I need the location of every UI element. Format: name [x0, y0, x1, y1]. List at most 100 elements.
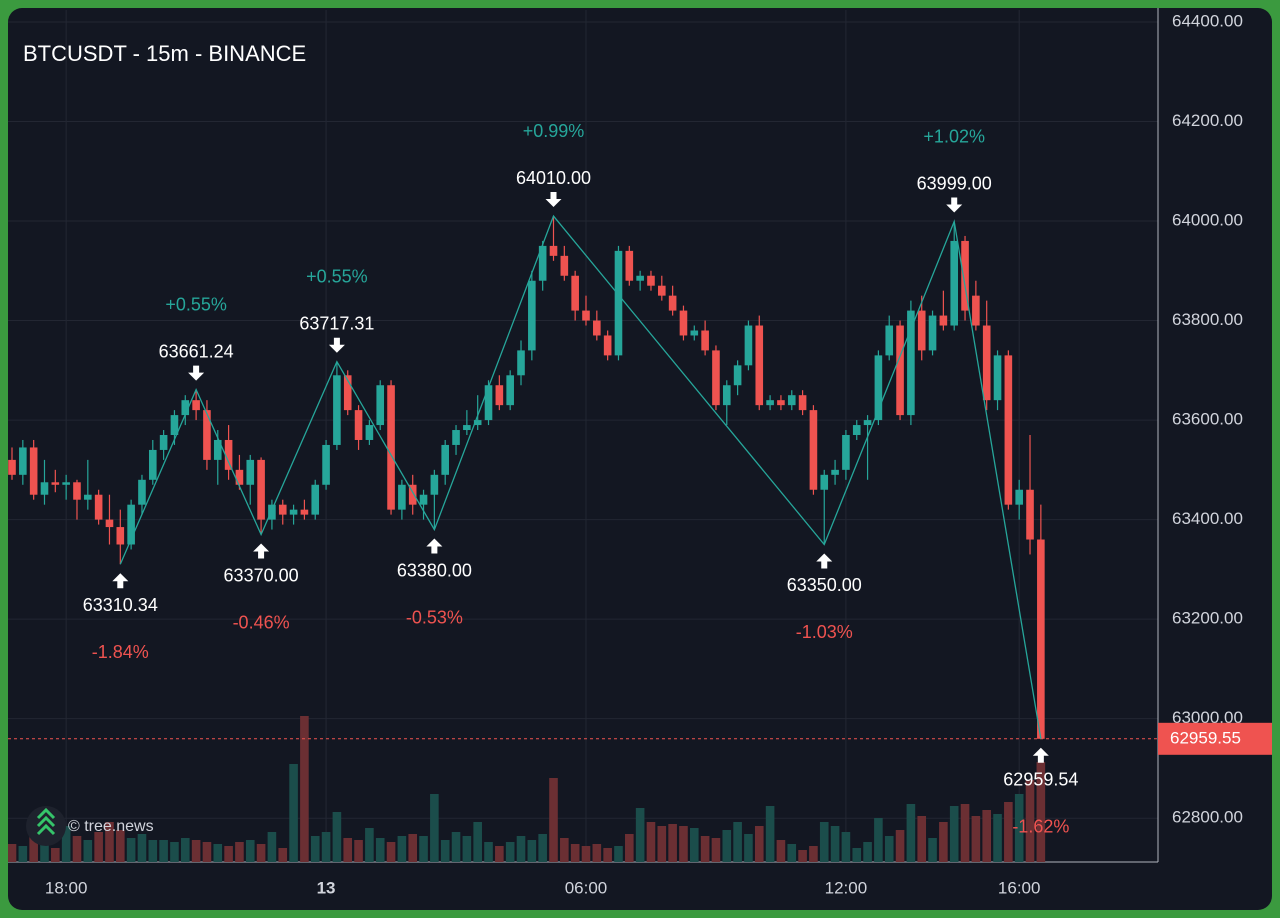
- candle-body: [961, 240, 969, 311]
- candle-body: [993, 355, 1002, 401]
- volume-bar: [516, 836, 526, 862]
- volume-bar: [809, 846, 818, 862]
- candle-body: [766, 400, 774, 406]
- candle-body: [51, 482, 60, 485]
- volume-bar: [72, 836, 82, 862]
- pivot-arrow: [946, 197, 963, 213]
- candle-body: [852, 425, 861, 436]
- candle-body: [235, 469, 244, 485]
- candle-body: [538, 245, 547, 281]
- volume-bar: [224, 846, 233, 862]
- volume-bar: [300, 716, 309, 862]
- candle-body: [560, 255, 569, 276]
- candle-body: [636, 275, 644, 281]
- volume-bar: [159, 840, 168, 862]
- volume-bar: [1014, 794, 1024, 862]
- candle-body: [473, 420, 482, 426]
- volume-bar: [895, 830, 905, 862]
- candle-body: [658, 285, 666, 296]
- candle-body: [972, 295, 980, 326]
- volume-bar: [256, 844, 266, 862]
- candle-body: [376, 385, 385, 426]
- candle-body: [625, 250, 634, 281]
- volume-bar: [841, 832, 851, 862]
- volume-bar: [408, 834, 418, 862]
- volume-bar: [581, 846, 591, 862]
- candle-body: [289, 509, 298, 515]
- candle-body: [192, 400, 200, 411]
- volume-bar: [354, 840, 363, 862]
- candle-body: [484, 385, 493, 421]
- volume-bar: [700, 836, 710, 862]
- candle-body: [343, 375, 352, 411]
- volume-bar: [884, 836, 894, 862]
- volume-bar: [245, 840, 255, 862]
- volume-bar: [18, 846, 28, 862]
- candle-body: [690, 330, 699, 336]
- volume-bar: [863, 842, 872, 862]
- candle-body: [408, 484, 417, 505]
- candle-body: [928, 315, 937, 351]
- candle-body: [365, 425, 374, 440]
- candle-body: [398, 484, 406, 510]
- volume-bar: [679, 826, 688, 862]
- volume-bar: [397, 836, 407, 862]
- candle-body: [73, 482, 81, 500]
- pivot-price: 63380.00: [397, 560, 472, 580]
- candle-body: [917, 310, 926, 351]
- pivot-change: -1.62%: [1012, 817, 1069, 837]
- candle-body: [1004, 355, 1013, 505]
- pivot-change: -1.03%: [796, 622, 853, 642]
- pivot-change: +1.02%: [923, 126, 985, 146]
- zigzag-line: [119, 214, 1042, 739]
- pivot-change: -0.46%: [233, 612, 290, 632]
- volume-bar: [711, 838, 721, 862]
- y-tick-label: 63800.00: [1172, 310, 1243, 329]
- pivot-change: -0.53%: [406, 607, 463, 627]
- volume-bar: [993, 814, 1002, 862]
- candle-body: [203, 410, 211, 460]
- candle-body: [116, 527, 125, 545]
- volume-bar: [917, 816, 927, 862]
- volume-bar: [462, 836, 472, 862]
- volume-bar: [939, 822, 948, 862]
- pivot-arrow: [426, 538, 443, 554]
- pivot-price: 63999.00: [917, 173, 992, 193]
- candle-body: [354, 410, 363, 440]
- pivot-price: 63310.34: [83, 595, 158, 615]
- volume-bar: [787, 844, 797, 862]
- candle-body: [679, 310, 688, 336]
- candle-body: [787, 395, 796, 406]
- volume-bar: [570, 844, 580, 862]
- pivot-arrow: [545, 192, 562, 208]
- candle-body: [549, 245, 558, 256]
- volume-bar: [321, 832, 331, 862]
- candle-body: [668, 295, 677, 311]
- volume-bar: [105, 822, 114, 862]
- candle-body: [950, 240, 959, 326]
- volume-bar: [646, 822, 656, 862]
- candle-body: [495, 385, 504, 406]
- volume-bar: [484, 842, 493, 862]
- candle-body: [430, 474, 439, 495]
- volume-bar: [549, 778, 558, 862]
- volume-bar: [560, 838, 569, 862]
- chart: BTCUSDT - 15m - BINANCE 62800.00 63000.00…: [8, 8, 1272, 897]
- volume-bar: [289, 764, 298, 862]
- volume-bar: [765, 806, 775, 862]
- candle-body: [387, 385, 395, 510]
- y-tick-label: 62800.00: [1172, 808, 1243, 827]
- x-tick-label: 16:00: [998, 878, 1041, 897]
- y-tick-label: 63000.00: [1172, 708, 1243, 727]
- x-tick-label: 12:00: [825, 878, 868, 897]
- candle-body: [452, 430, 460, 445]
- volume-bar: [971, 816, 981, 862]
- pivot-change: +0.99%: [523, 121, 585, 141]
- candle-body: [777, 400, 785, 406]
- pivot-price: 63717.31: [299, 313, 374, 333]
- volume-bar: [40, 844, 49, 862]
- candle-body: [1015, 489, 1023, 505]
- volume-bar: [29, 832, 38, 862]
- volume-bar: [744, 834, 753, 862]
- candle-body: [647, 275, 655, 286]
